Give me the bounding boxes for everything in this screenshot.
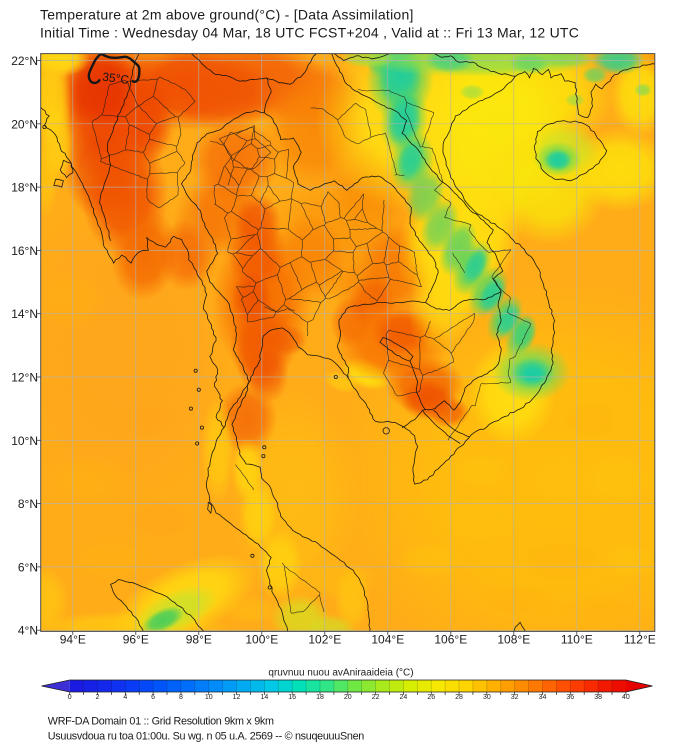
svg-text:0: 0: [68, 694, 72, 701]
svg-text:Initial Time : Wednesday 04 Ma: Initial Time : Wednesday 04 Mar, 18 UTC …: [40, 25, 579, 41]
svg-text:12: 12: [233, 694, 241, 701]
svg-text:32: 32: [511, 694, 519, 701]
svg-text:22°N: 22°N: [11, 54, 38, 68]
svg-text:35°C: 35°C: [102, 70, 131, 87]
svg-text:20: 20: [344, 694, 352, 701]
svg-text:30: 30: [483, 694, 491, 701]
svg-text:108°E: 108°E: [497, 633, 530, 647]
svg-text:40: 40: [622, 694, 630, 701]
svg-text:100°E: 100°E: [245, 633, 278, 647]
svg-text:6°N: 6°N: [18, 560, 38, 574]
svg-text:36: 36: [566, 694, 574, 701]
svg-text:4°N: 4°N: [18, 624, 38, 638]
svg-text:106°E: 106°E: [434, 633, 467, 647]
svg-text:10°N: 10°N: [11, 434, 38, 448]
svg-text:112°E: 112°E: [624, 633, 656, 647]
svg-text:16°N: 16°N: [11, 244, 38, 258]
svg-text:14: 14: [260, 694, 268, 701]
svg-text:4: 4: [123, 694, 127, 701]
svg-text:14°N: 14°N: [11, 307, 38, 321]
svg-text:qruvnuu nuou avAniraaideia (°C: qruvnuu nuou avAniraaideia (°C): [268, 668, 413, 679]
svg-text:20°N: 20°N: [11, 117, 38, 131]
svg-text:18: 18: [316, 694, 324, 701]
svg-text:Usuusvdoua ru toa 01:00u. Su w: Usuusvdoua ru toa 01:00u. Su wg. n 05 u.…: [48, 731, 364, 743]
svg-text:22: 22: [372, 694, 380, 701]
svg-text:6: 6: [151, 694, 155, 701]
svg-text:94°E: 94°E: [60, 633, 86, 647]
svg-text:102°E: 102°E: [308, 633, 341, 647]
svg-text:98°E: 98°E: [186, 633, 212, 647]
svg-text:8: 8: [179, 694, 183, 701]
svg-text:96°E: 96°E: [123, 633, 149, 647]
svg-text:28: 28: [455, 694, 463, 701]
svg-text:24: 24: [400, 694, 408, 701]
svg-text:12°N: 12°N: [11, 371, 38, 385]
svg-text:10: 10: [205, 694, 213, 701]
svg-text:38: 38: [594, 694, 602, 701]
svg-text:18°N: 18°N: [11, 181, 38, 195]
svg-text:8°N: 8°N: [18, 497, 38, 511]
svg-text:110°E: 110°E: [561, 633, 593, 647]
svg-text:34: 34: [539, 694, 547, 701]
svg-text:16: 16: [288, 694, 296, 701]
svg-text:104°E: 104°E: [371, 633, 404, 647]
svg-text:Temperature at 2m above ground: Temperature at 2m above ground(°C) - [Da…: [40, 7, 414, 23]
svg-text:2: 2: [96, 694, 100, 701]
svg-text:26: 26: [427, 694, 435, 701]
svg-text:WRF-DA Domain 01 :: Grid Resol: WRF-DA Domain 01 :: Grid Resolution 9km …: [48, 716, 274, 728]
